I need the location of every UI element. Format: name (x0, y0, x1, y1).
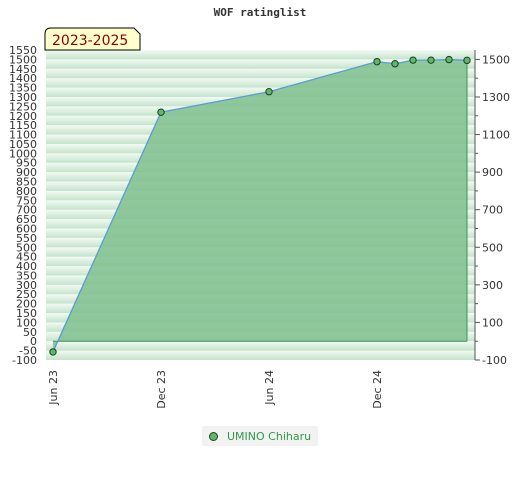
right-axis: -100 100 300 500 700 900 1100 1300 1500 (474, 50, 510, 367)
period-label-box: 2023-2025 (44, 27, 141, 51)
data-point (391, 60, 399, 68)
y-left-tick-label: 900 (16, 166, 37, 179)
y-right-tick-label: 1500 (482, 53, 510, 66)
y-left-tick-label: 1100 (9, 129, 37, 142)
y-right-tick-label: 1300 (482, 91, 510, 104)
y-left-tick-label: 1200 (9, 110, 37, 123)
y-left-tick-label: 1500 (9, 53, 37, 66)
y-left-tick-label: 1400 (9, 72, 37, 85)
y-right-tick-label: 100 (482, 316, 503, 329)
left-axis: -100-50050100150200250300350400450500550… (9, 44, 37, 367)
y-left-tick-label: 0 (30, 335, 37, 348)
x-tick-label: Dec 23 (155, 370, 168, 409)
data-point (373, 57, 381, 66)
y-left-tick-label: 950 (16, 157, 37, 170)
y-right-tick-label: 300 (482, 279, 503, 292)
y-left-tick-label: 150 (16, 307, 37, 320)
y-left-tick-label: 1300 (9, 91, 37, 104)
y-left-tick-label: 800 (16, 185, 37, 198)
grid-band (46, 68, 475, 79)
data-point (427, 56, 435, 64)
y-left-tick-label: -50 (19, 345, 37, 358)
y-left-tick-label: 1050 (9, 138, 37, 151)
y-left-tick-label: 600 (16, 222, 37, 235)
y-right-tick-label: 900 (482, 166, 503, 179)
y-left-tick-label: 200 (16, 298, 37, 311)
y-left-tick-label: 1450 (9, 63, 37, 76)
y-left-tick-label: 450 (16, 251, 37, 264)
y-left-tick-label: 100 (16, 316, 37, 329)
x-tick-label: Dec 24 (371, 370, 384, 409)
y-left-tick-label: 1250 (9, 100, 37, 113)
legend: UMINO Chiharu (202, 426, 318, 446)
y-right-tick-label: 500 (482, 241, 503, 254)
grid-band (46, 50, 475, 60)
y-right-tick-label: -100 (482, 354, 507, 367)
area-layer (52, 58, 468, 353)
y-left-tick-label: 50 (23, 326, 37, 339)
y-left-tick-label: 250 (16, 288, 37, 301)
grid-band (46, 78, 475, 88)
data-point (409, 56, 417, 64)
y-left-tick-label: 1150 (9, 119, 37, 132)
data-point (463, 56, 471, 65)
y-left-tick-label: 650 (16, 213, 37, 226)
grid-band (46, 59, 475, 69)
data-point (49, 348, 57, 356)
y-left-tick-label: 550 (16, 232, 37, 245)
data-point (445, 55, 453, 64)
grid-band (46, 350, 475, 360)
grid-band (46, 87, 475, 97)
y-left-tick-label: 700 (16, 204, 37, 217)
y-left-tick-label: 1350 (9, 82, 37, 95)
x-tick-label: Jun 23 (47, 370, 60, 406)
y-right-tick-label: 1100 (482, 129, 510, 142)
y-left-tick-label: 1000 (9, 147, 37, 160)
y-left-tick-label: 300 (16, 279, 37, 292)
grid-band (46, 341, 475, 351)
y-left-tick-label: -100 (12, 354, 37, 367)
series-area (53, 59, 467, 352)
y-right-tick-label: 700 (482, 204, 503, 217)
points-layer (49, 55, 471, 356)
chart-title: WOF ratinglist (213, 6, 307, 19)
data-point (157, 108, 165, 116)
period-label: 2023-2025 (52, 33, 128, 49)
y-left-tick-label: 400 (16, 260, 37, 273)
y-left-tick-label: 500 (16, 241, 37, 254)
legend-label: UMINO Chiharu (227, 429, 312, 443)
legend-marker-icon (209, 431, 218, 441)
y-left-tick-label: 850 (16, 176, 37, 189)
x-axis: Jun 23 Dec 23 Jun 24 Dec 24 (47, 370, 384, 409)
y-left-tick-label: 750 (16, 194, 37, 207)
x-tick-label: Jun 24 (263, 370, 276, 406)
y-left-tick-label: 1550 (9, 44, 37, 57)
data-point (265, 88, 273, 96)
y-left-tick-label: 350 (16, 269, 37, 282)
